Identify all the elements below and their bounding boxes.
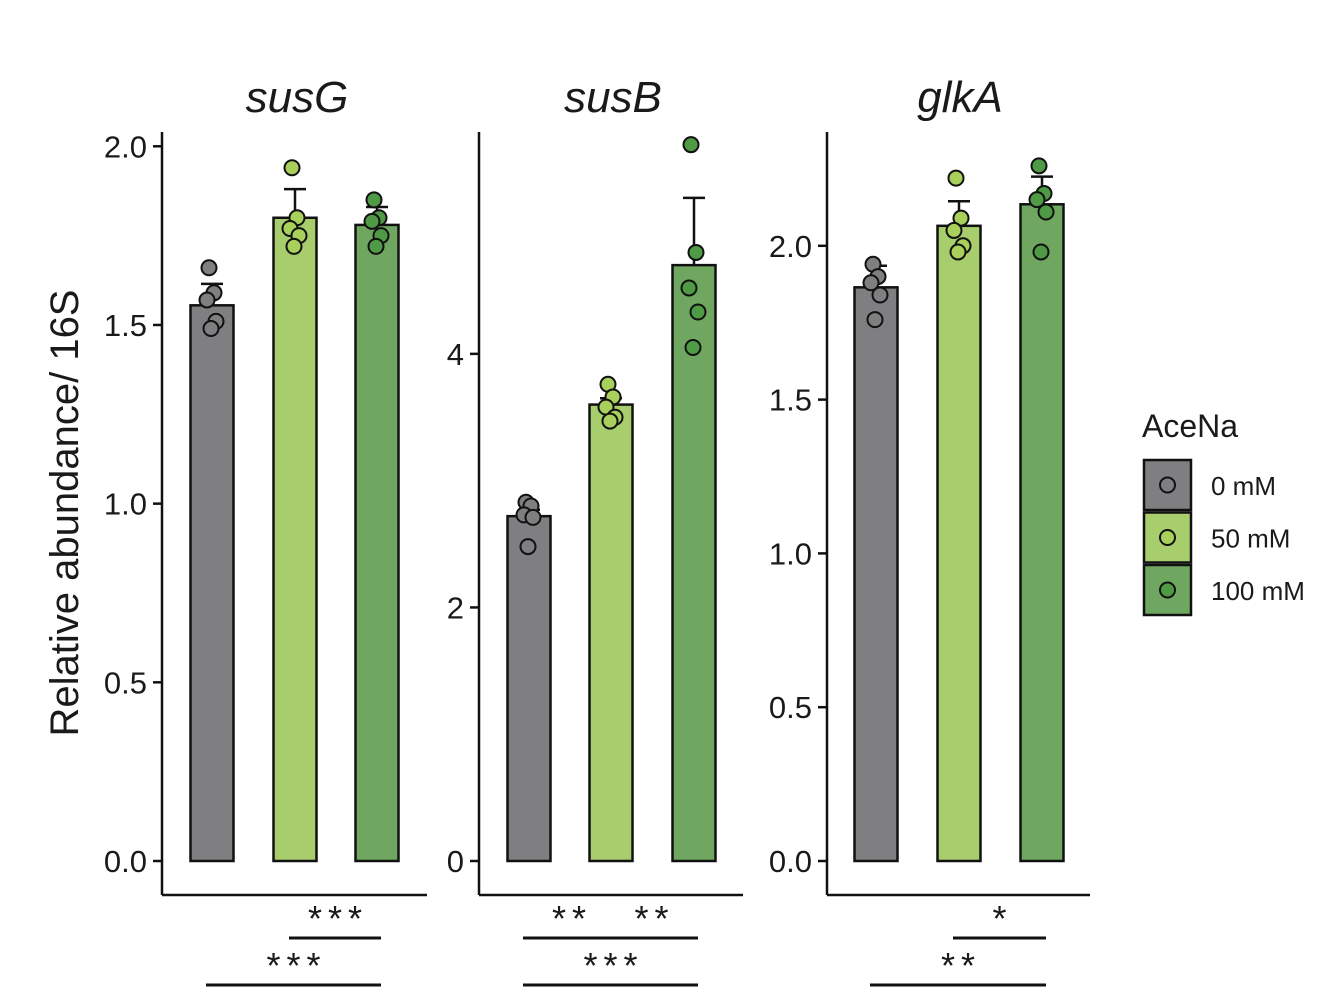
y-tick-label: 0.0 <box>769 844 812 879</box>
data-point <box>519 538 537 556</box>
data-point <box>1030 157 1048 175</box>
y-tick-label: 0.5 <box>769 690 812 725</box>
data-point <box>866 311 884 329</box>
significance-label: * <box>992 898 1012 939</box>
panel-title-susG: susG <box>246 73 349 122</box>
data-point <box>200 259 218 277</box>
significance-label: *** <box>266 945 326 986</box>
legend-point <box>1159 529 1176 546</box>
y-tick-label: 1.5 <box>104 308 147 343</box>
panel-title-susB: susB <box>564 73 662 122</box>
y-tick-label: 0.5 <box>104 665 147 700</box>
data-point <box>949 243 967 261</box>
significance-label: ** <box>941 945 981 986</box>
legend-point <box>1159 581 1176 599</box>
data-point <box>945 221 963 239</box>
data-point <box>1028 191 1046 209</box>
significance-label: ** <box>634 898 674 939</box>
significance-label: ** <box>552 898 592 939</box>
bar-susG-50mM <box>272 216 318 863</box>
legend-label: 50 mM <box>1211 524 1290 554</box>
bar-susG-0mM <box>189 304 235 863</box>
data-point <box>689 303 707 321</box>
data-point <box>601 412 619 430</box>
bar-glkA-0mM <box>853 286 899 863</box>
y-tick-label: 2.0 <box>104 129 147 164</box>
panel-susG: susG 0.0 0.5 1.0 1.5 2.0 *** *** <box>104 73 427 987</box>
bar-glkA-100mM <box>1019 203 1065 863</box>
data-point <box>682 136 700 154</box>
data-point <box>524 508 542 526</box>
data-point <box>202 320 220 338</box>
bar-susG-100mM <box>354 223 400 863</box>
y-tick-label: 1.0 <box>769 536 812 571</box>
legend-title: AceNa <box>1142 408 1238 444</box>
panel-title-glkA: glkA <box>917 73 1003 122</box>
bar-glkA-50mM <box>936 224 982 863</box>
data-point <box>680 279 698 297</box>
y-tick-label: 0 <box>447 844 464 879</box>
y-tick-label: 1.0 <box>104 487 147 522</box>
bar-susB-100mM <box>671 263 717 863</box>
data-point <box>947 169 965 187</box>
y-tick-label: 1.5 <box>769 383 812 418</box>
data-point <box>687 243 705 261</box>
data-point <box>363 212 381 230</box>
legend-label: 100 mM <box>1211 576 1305 606</box>
data-point <box>862 274 880 292</box>
data-point <box>285 237 303 255</box>
legend-label: 0 mM <box>1211 471 1276 501</box>
legend: AceNa 0 mM 50 mM 100 mM <box>1142 408 1305 617</box>
data-point <box>367 237 385 255</box>
bar-susB-0mM <box>506 514 552 863</box>
data-point <box>198 291 216 309</box>
y-tick-label: 2 <box>447 590 464 625</box>
y-axis-title: Relative abundance/ 16S <box>43 290 87 737</box>
y-tick-label: 4 <box>447 337 464 372</box>
y-tick-label: 0.0 <box>104 844 147 879</box>
data-point <box>684 339 702 357</box>
significance-label: *** <box>583 945 643 986</box>
data-point <box>871 286 889 304</box>
data-point <box>283 159 301 177</box>
data-point <box>365 191 383 209</box>
data-point <box>1032 243 1050 261</box>
significance-label: *** <box>308 898 368 939</box>
bar-susB-50mM <box>588 403 634 863</box>
data-point <box>1037 203 1055 221</box>
y-tick-label: 2.0 <box>769 229 812 264</box>
legend-point <box>1159 476 1176 494</box>
